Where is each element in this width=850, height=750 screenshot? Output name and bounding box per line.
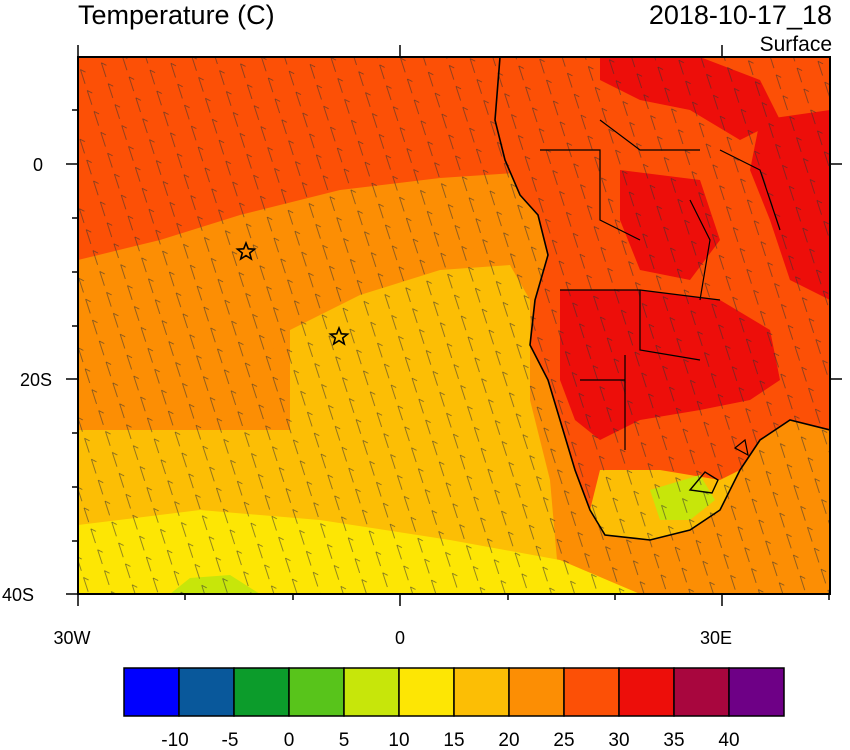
colorbar-label: -10 xyxy=(161,730,188,750)
colorbar-label: 30 xyxy=(608,730,629,750)
colorbar-label: 35 xyxy=(663,730,684,750)
colorbar-label: 15 xyxy=(443,730,464,750)
colorbar-label: 20 xyxy=(498,730,519,750)
colorbar-swatch xyxy=(728,667,785,717)
colorbar-swatch xyxy=(178,667,235,717)
colorbar-label: 0 xyxy=(284,730,295,750)
star-marker-2 xyxy=(328,325,350,346)
y-tick-40s: 40S xyxy=(2,585,34,605)
star-marker-1 xyxy=(235,240,257,261)
colorbar-swatch xyxy=(288,667,345,717)
y-tick-0: 0 xyxy=(33,155,43,175)
valid-date: 2018-10-17_18 xyxy=(648,0,832,30)
colorbar-swatch xyxy=(563,667,620,717)
y-tick-20s: 20S xyxy=(20,370,52,390)
x-tick-30e: 30E xyxy=(700,628,732,648)
colorbar-label: -5 xyxy=(222,730,239,750)
level-label: Surface xyxy=(759,33,832,56)
colorbar-swatch xyxy=(673,667,730,717)
colorbar-label: 5 xyxy=(339,730,350,750)
colorbar-swatch xyxy=(453,667,510,717)
colorbar-label: 25 xyxy=(553,730,574,750)
axis-ticks xyxy=(66,45,842,606)
x-tick-30w: 30W xyxy=(53,628,90,648)
temperature-field xyxy=(78,57,830,594)
map-title: Temperature (C) xyxy=(78,0,275,30)
colorbar-swatch xyxy=(398,667,455,717)
colorbar-swatch xyxy=(618,667,675,717)
colorbar-swatch xyxy=(123,667,180,717)
colorbar-label: 40 xyxy=(718,730,739,750)
x-tick-0: 0 xyxy=(395,628,405,648)
colorbar-label: 10 xyxy=(388,730,409,750)
colorbar xyxy=(123,667,785,717)
colorbar-swatch xyxy=(343,667,400,717)
colorbar-swatch xyxy=(508,667,565,717)
colorbar-swatch xyxy=(233,667,290,717)
